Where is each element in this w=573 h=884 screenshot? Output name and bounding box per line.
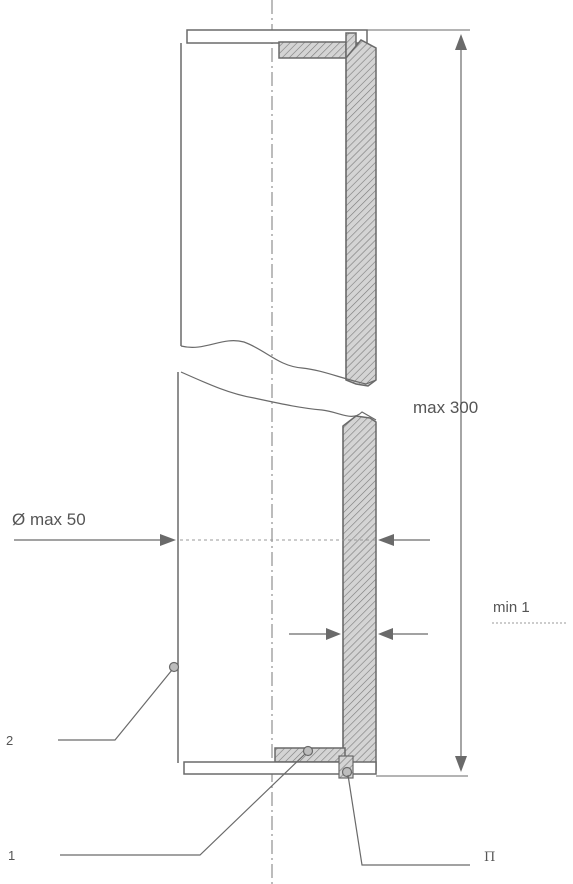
item-pi-label: П (484, 850, 496, 865)
height-dimension (356, 29, 470, 777)
diameter-label: Ø max 50 (12, 510, 86, 529)
wall-thickness-dimension (289, 622, 566, 640)
item-2-label: 2 (6, 733, 14, 748)
weld-point-1 (302, 745, 314, 757)
upper-tube-section (180, 39, 377, 387)
weld-point-pi (341, 766, 353, 778)
lower-tube-section (177, 371, 377, 771)
leader-lines (58, 669, 470, 866)
weld-point-2 (168, 661, 180, 673)
height-label: max 300 (413, 398, 479, 417)
top-cap (186, 29, 368, 59)
wall-thickness-label: min 1 (493, 599, 530, 616)
item-1-label: 1 (8, 848, 16, 863)
diameter-dimension (14, 534, 430, 546)
